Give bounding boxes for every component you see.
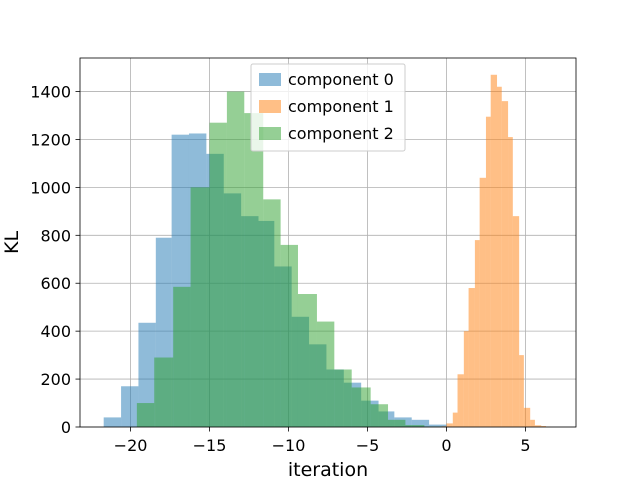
histogram-bar: [352, 387, 371, 427]
histogram-bar: [446, 423, 452, 427]
x-tick-label: 0: [441, 436, 451, 455]
histogram-bar: [121, 386, 138, 427]
histogram-bar: [530, 420, 535, 427]
histogram-bar: [154, 358, 173, 427]
histogram-bar: [453, 413, 458, 427]
histogram-bar: [519, 355, 524, 427]
legend-swatch: [259, 73, 281, 86]
histogram-bar: [464, 331, 469, 427]
legend-label: component 1: [288, 97, 394, 116]
histogram-bar: [524, 408, 530, 427]
histogram-bar: [371, 404, 388, 427]
y-tick-label: 1400: [30, 83, 71, 102]
x-tick-label: −15: [193, 436, 227, 455]
histogram-bar: [263, 199, 280, 427]
histogram-bar: [317, 322, 334, 427]
histogram-bar: [458, 374, 464, 427]
histogram-bar: [191, 187, 210, 427]
legend-swatch: [259, 100, 281, 113]
x-tick-label: −10: [272, 436, 306, 455]
y-tick-label: 200: [40, 370, 71, 389]
y-tick-label: 400: [40, 322, 71, 341]
histogram-bar: [502, 101, 508, 427]
y-tick-label: 600: [40, 274, 71, 293]
histogram-bar: [298, 294, 317, 427]
x-tick-label: −5: [356, 436, 380, 455]
histogram-bar: [244, 113, 263, 427]
histogram-bar: [388, 420, 405, 427]
histogram-bar: [227, 92, 244, 427]
y-tick-label: 1000: [30, 178, 71, 197]
histogram-bar: [137, 403, 154, 427]
x-axis-label: iteration: [288, 459, 368, 480]
histogram-bar: [210, 123, 227, 427]
y-tick-label: 0: [61, 418, 71, 437]
y-tick-label: 800: [40, 226, 71, 245]
histogram-bar: [491, 75, 497, 427]
histogram-bar: [508, 137, 513, 427]
legend-label: component 0: [288, 70, 394, 89]
x-tick-label: 5: [520, 436, 530, 455]
histogram-bar: [173, 287, 190, 427]
y-tick-label: 1200: [30, 130, 71, 149]
histogram-bar: [334, 369, 351, 427]
histogram-bar: [480, 178, 486, 427]
legend-label: component 2: [288, 124, 394, 143]
histogram-bar: [497, 87, 502, 427]
histogram-bar: [513, 216, 519, 427]
histogram-bar: [104, 417, 121, 427]
legend-swatch: [259, 127, 281, 140]
histogram-bar: [475, 240, 480, 427]
histogram-bar: [469, 288, 475, 427]
histogram-bar: [281, 245, 298, 427]
y-axis-label: KL: [1, 231, 23, 254]
histogram-bar: [486, 117, 491, 427]
x-tick-label: −20: [114, 436, 148, 455]
